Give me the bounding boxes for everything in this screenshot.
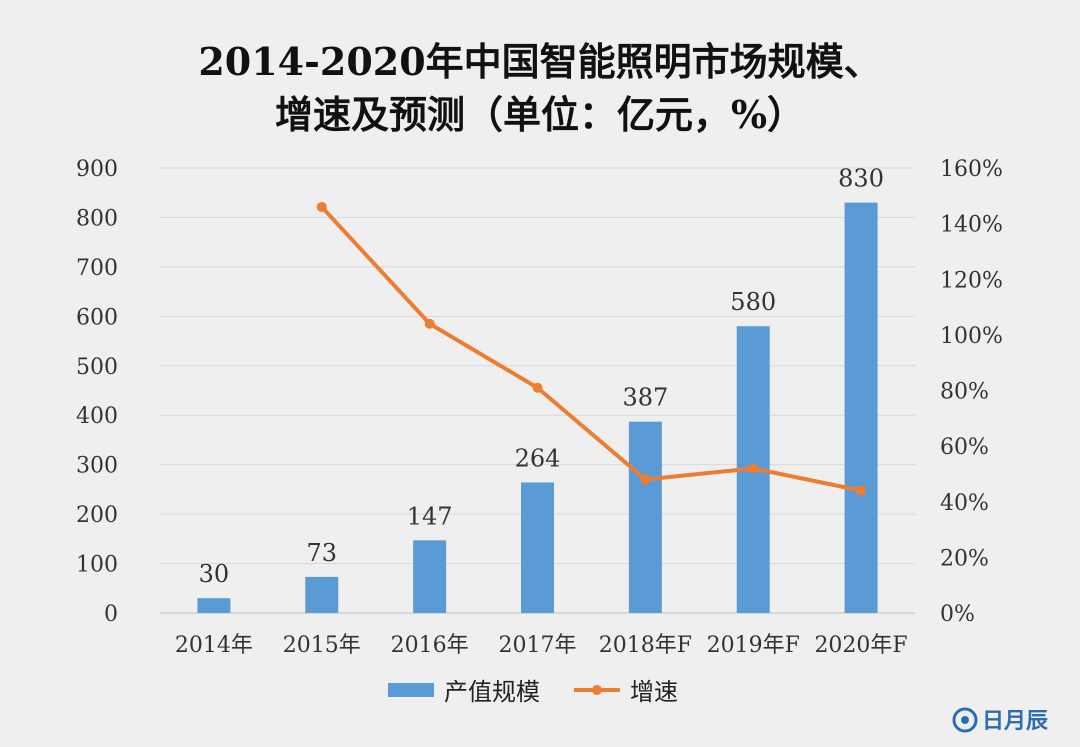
bar-data-label: 264 — [515, 444, 561, 472]
bar-data-label: 387 — [622, 384, 668, 412]
y-right-tick-label: 80% — [940, 380, 989, 405]
y-right-tick-label: 20% — [940, 546, 989, 571]
y-right-tick-label: 100% — [940, 324, 1003, 349]
y-right-tick-label: 60% — [940, 435, 989, 460]
y-left-tick-label: 0 — [104, 602, 118, 627]
x-category-label: 2018年F — [599, 633, 692, 658]
watermark-text: 日月辰 — [982, 709, 1048, 734]
growth-point — [532, 382, 543, 393]
y-axis-left: 0 100 200 300 400 500 600 700 800 900 — [76, 157, 118, 627]
x-category-label: 2016年 — [391, 633, 469, 658]
bar — [628, 421, 662, 613]
x-category-label: 2017年 — [499, 633, 577, 658]
y-left-tick-label: 800 — [76, 206, 118, 231]
y-left-tick-label: 500 — [76, 355, 118, 380]
y-left-tick-label: 100 — [76, 553, 118, 578]
y-left-tick-label: 200 — [76, 503, 118, 528]
chart-subtitle: 增速及预测（单位：亿元，%） — [275, 92, 805, 137]
y-right-tick-label: 0% — [940, 602, 975, 627]
legend: 产值规模 增速 — [388, 678, 678, 706]
y-right-tick-label: 160% — [940, 157, 1003, 182]
line-series — [316, 201, 867, 496]
bar-data-label: 830 — [838, 165, 884, 193]
growth-point — [424, 318, 435, 329]
data-labels: 30 73 147 264 387 580 830 — [199, 165, 884, 589]
watermark: 日月辰 — [952, 707, 1048, 734]
x-category-label: 2019年F — [707, 633, 800, 658]
bar-data-label: 30 — [199, 560, 230, 588]
y-left-tick-label: 700 — [76, 256, 118, 281]
bar — [521, 482, 554, 613]
y-left-tick-label: 300 — [76, 454, 118, 479]
y-left-tick-label: 400 — [76, 404, 118, 429]
y-left-tick-label: 900 — [76, 157, 118, 182]
bar-series — [197, 202, 878, 613]
y-axis-right: 0% 20% 40% 60% 80% 100% 120% 140% 160% — [940, 157, 1003, 627]
legend-line-label: 增速 — [630, 678, 678, 706]
bar-data-label: 147 — [407, 502, 453, 530]
legend-line-marker — [592, 685, 602, 695]
legend-bar-label: 产值规模 — [444, 678, 540, 706]
bar — [413, 540, 447, 613]
bar — [197, 598, 231, 613]
y-right-tick-label: 40% — [940, 491, 989, 516]
y-right-tick-label: 140% — [940, 213, 1003, 238]
y-right-tick-label: 120% — [940, 268, 1003, 293]
x-category-label: 2014年 — [175, 633, 253, 658]
bar — [305, 576, 339, 613]
bar — [844, 202, 878, 613]
growth-point — [316, 201, 327, 212]
bar-data-label: 73 — [307, 539, 338, 567]
watermark-logo-dot — [961, 716, 969, 724]
x-axis: 2014年 2015年 2016年 2017年 2018年F 2019年F 2020年F — [175, 633, 908, 658]
x-category-label: 2020年F — [814, 633, 907, 658]
growth-point — [856, 485, 867, 496]
growth-line — [320, 205, 862, 493]
watermark-logo-icon — [952, 707, 978, 733]
legend-bar-swatch — [388, 683, 434, 697]
bar-data-label: 580 — [730, 288, 776, 316]
chart-title: 2014-2020年中国智能照明市场规模、 — [198, 39, 881, 84]
x-category-label: 2015年 — [283, 633, 361, 658]
y-left-tick-label: 600 — [76, 305, 118, 330]
growth-point — [640, 474, 651, 485]
growth-point — [748, 463, 759, 474]
